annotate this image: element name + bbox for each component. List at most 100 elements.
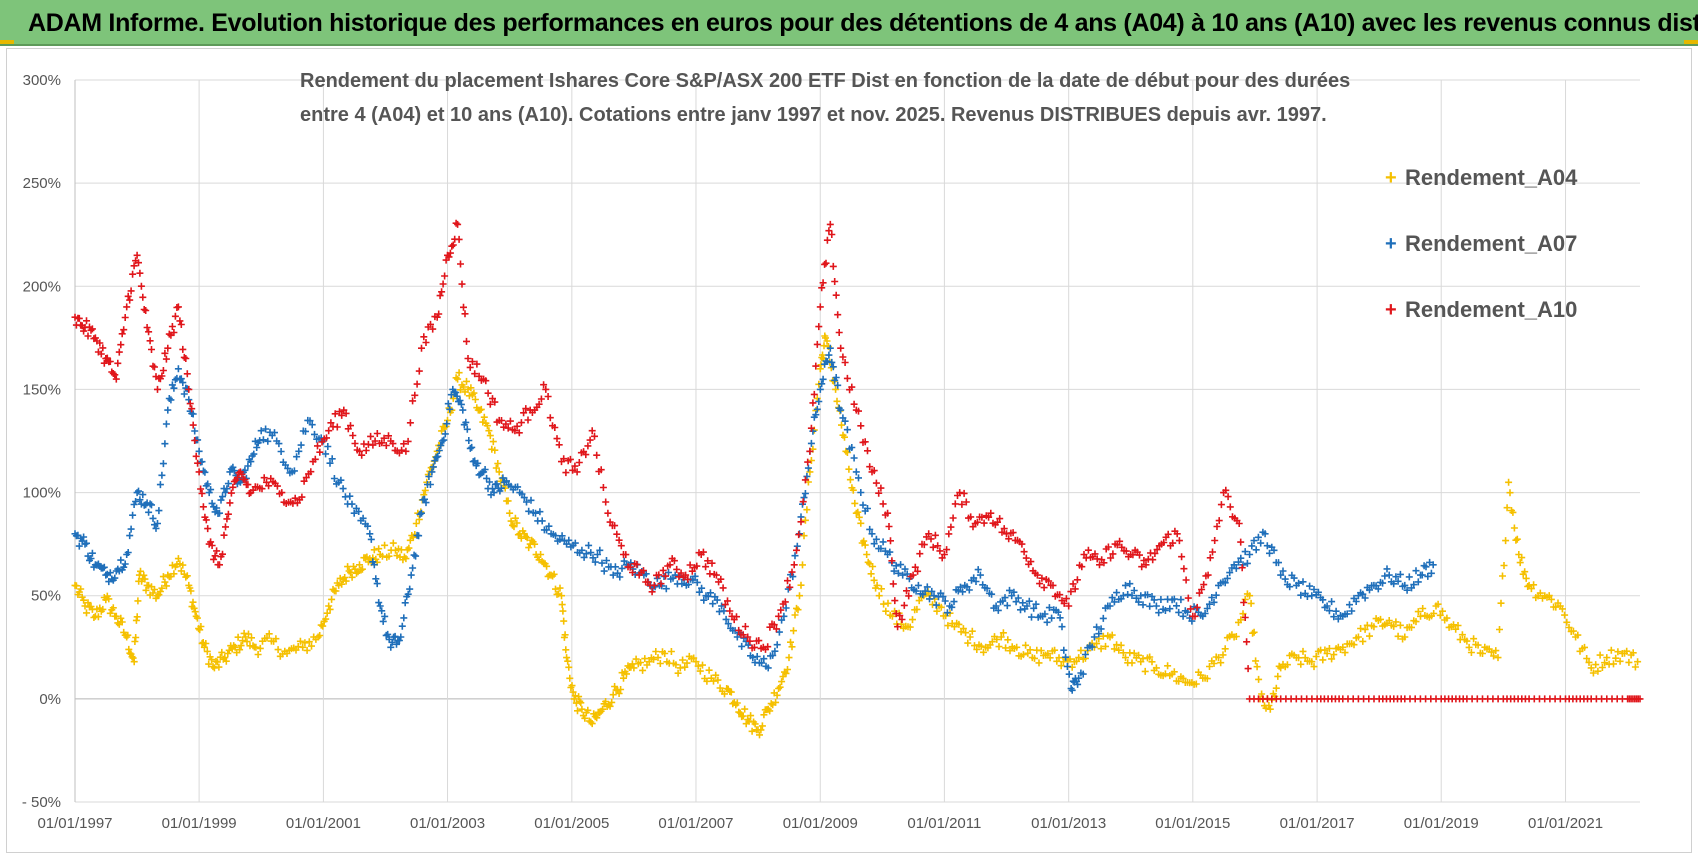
data-point-fill [137,567,144,575]
data-point [666,561,674,569]
data-point-fill [129,270,137,278]
data-point-fill [985,513,993,521]
data-point-fill [486,432,494,440]
data-point-fill [1146,602,1154,610]
data-point-fill [1237,538,1245,546]
data-point [428,468,436,476]
data-point-fill [877,484,885,492]
data-point-fill [652,648,660,655]
data-point-fill [83,609,90,617]
data-point-fill [194,459,202,467]
data-point-fill [586,436,594,444]
data-point-fill [566,455,574,463]
data-point-fill [229,483,237,491]
data-point [174,365,182,373]
data-point-fill [1022,641,1030,649]
data-point-fill [514,483,522,491]
data-point-fill [1031,654,1038,662]
data-point-fill [1631,663,1639,671]
data-point-fill [395,637,403,644]
legend-marker-a04: + [1385,167,1397,189]
data-point [692,658,700,666]
data-point-fill [962,629,970,637]
data-point-fill [1306,582,1314,590]
data-point-fill [772,625,780,633]
data-point-fill [258,485,266,493]
data-point-fill [189,421,197,429]
data-point [645,658,653,666]
data-point-fill [887,537,894,545]
data-point [914,581,922,589]
data-point-fill [80,533,88,541]
data-point-fill [958,500,966,508]
data-point-fill [834,311,842,319]
data-point-fill [571,462,579,470]
data-point-fill [1352,598,1360,605]
data-point-fill [470,389,478,397]
data-point-fill [346,492,354,500]
data-point-fill [148,346,155,353]
data-point-fill [1136,551,1143,559]
data-point-fill [968,627,976,635]
data-point-fill [773,691,781,699]
data-point-fill [404,590,412,598]
data-point [1090,633,1098,641]
data-point [1266,705,1274,713]
data-point-fill [465,437,473,444]
data-point-fill [648,588,656,596]
data-point-fill [99,605,107,613]
data-point-fill [234,633,242,641]
data-point-fill [751,720,759,728]
data-point-fill [929,543,937,551]
data-point-fill [219,493,226,501]
data-point-fill [441,430,449,438]
data-point [1204,571,1212,579]
data-point-fill [155,507,163,515]
data-point-fill [1330,613,1338,621]
data-point-fill [448,242,456,250]
data-point [578,705,586,713]
data-point-fill [603,557,610,564]
data-point-fill [1536,589,1544,597]
data-point-fill [1119,649,1127,657]
data-point-fill [565,663,573,671]
data-point-fill [914,567,922,575]
data-point-fill [436,292,444,300]
data-point [1013,643,1021,651]
legend-marker-a07: + [1385,233,1397,255]
data-point-fill [973,646,981,653]
data-point-fill [797,581,805,589]
data-point-fill [378,552,386,560]
data-point-fill [136,269,144,277]
data-point-fill [1215,517,1223,525]
x-tick-label: 01/01/1997 [37,815,112,832]
data-point-fill [828,358,836,366]
axis-ticks: - 50% 0% 50% 100% 150% 200% 250% 300% 01/01/1997… [22,72,1603,832]
data-point-fill [162,355,170,363]
data-point-fill [502,420,510,428]
data-point-fill [699,661,706,669]
data-point-fill [838,421,845,429]
data-point-fill [389,539,397,547]
data-point-fill [342,409,350,417]
data-point-fill [1000,525,1008,533]
data-point-fill [140,571,148,579]
data-point-fill [1545,592,1553,600]
x-tick-label: 01/01/2013 [1031,815,1106,832]
data-point-fill [1458,631,1466,639]
data-point-fill [822,259,830,267]
data-point-fill [124,631,132,639]
data-point-fill [411,391,419,399]
data-point-fill [1035,659,1043,667]
data-point-fill [503,477,510,485]
data-point [459,406,467,414]
data-point-fill [1418,571,1426,579]
data-point-fill [903,570,911,578]
data-point-fill [1002,644,1010,652]
data-point-fill [1178,553,1186,561]
data-point-fill [857,422,865,430]
data-point [1152,664,1160,672]
data-point-fill [182,355,190,362]
data-point-fill [600,567,608,575]
data-point-fill [1224,493,1232,501]
